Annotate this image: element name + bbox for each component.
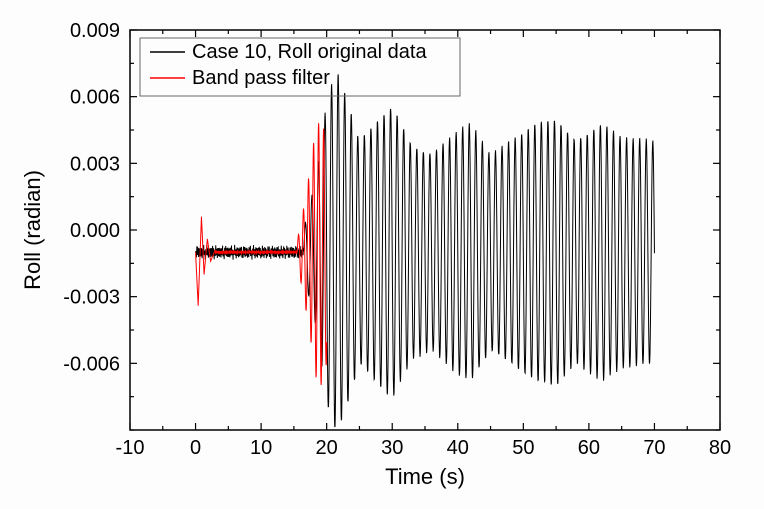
x-axis-label: Time (s) [385,464,465,489]
x-tick-label: 40 [447,437,469,459]
y-tick-label: -0.006 [63,353,120,375]
y-tick-label: -0.003 [63,287,120,309]
x-tick-label: 60 [578,437,600,459]
y-tick-label: 0.006 [70,87,120,109]
x-tick-label: 70 [643,437,665,459]
x-tick-label: 30 [381,437,403,459]
x-tick-label: -10 [116,437,145,459]
roll-time-chart: { "chart": { "type": "line", "width_px":… [0,0,764,509]
legend-label: Case 10, Roll original data [192,41,427,63]
x-tick-label: 20 [316,437,338,459]
y-axis-label: Roll (radian) [20,170,45,290]
y-tick-label: 0.009 [70,20,120,42]
x-tick-label: 0 [190,437,201,459]
y-tick-label: 0.003 [70,153,120,175]
x-tick-label: 80 [709,437,731,459]
legend-label: Band pass filter [192,67,330,89]
x-tick-label: 10 [250,437,272,459]
chart-svg: -10 0 10 20 30 40 50 60 70 80 -0.006 -0.003 0.000 0.0… [0,0,764,509]
x-tick-label: 50 [512,437,534,459]
y-tick-label: 0.000 [70,220,120,242]
